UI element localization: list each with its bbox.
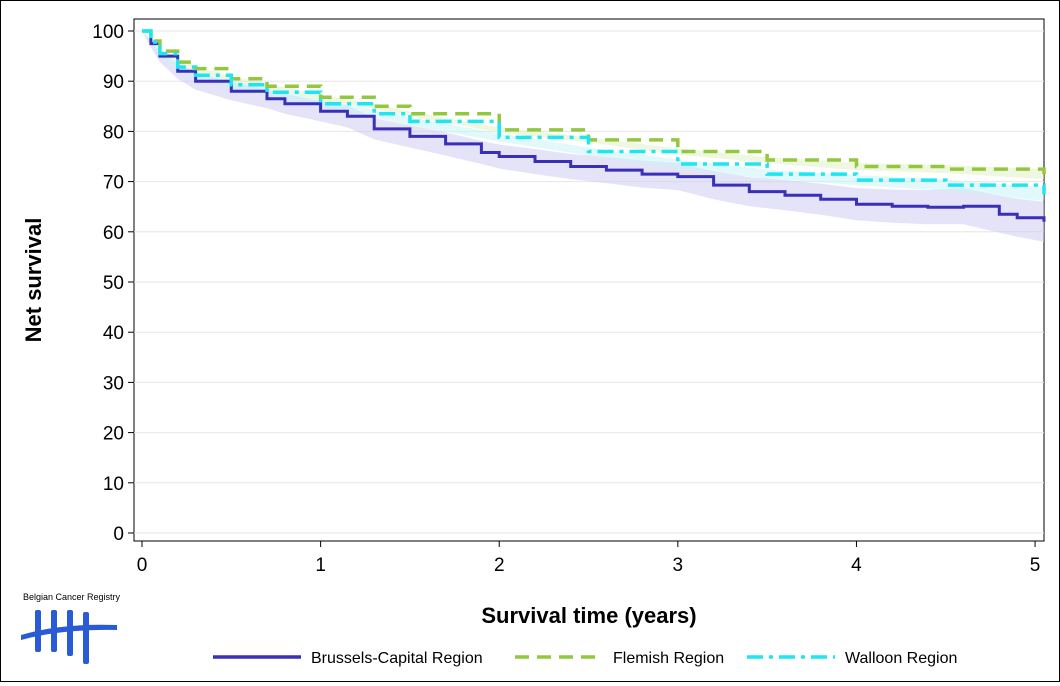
y-tick-label: 90	[103, 72, 124, 93]
x-tick-label: 2	[494, 555, 505, 576]
y-tick-label: 30	[103, 373, 124, 394]
y-tick-label: 70	[103, 173, 124, 194]
x-tick-label: 5	[1030, 555, 1041, 576]
logo-text: Belgian Cancer Registry	[23, 592, 121, 602]
legend-label: Flemish Region	[613, 650, 724, 667]
x-tick-label: 3	[673, 555, 684, 576]
legend: Brussels-Capital Region Flemish Region Wal…	[213, 650, 957, 667]
y-axis: 0 10 20 30 40 50 60 70 80 90 100	[92, 22, 134, 545]
logo: Belgian Cancer Registry	[21, 592, 121, 664]
y-tick-label: 80	[103, 122, 124, 143]
y-axis-title: Net survival	[21, 218, 46, 343]
series-line-0	[142, 29, 1046, 222]
logo-mark-icon	[21, 610, 117, 664]
y-tick-label: 60	[103, 223, 124, 244]
x-axis: 0 1 2 3 4 5	[137, 541, 1041, 576]
x-tick-label: 4	[851, 555, 862, 576]
x-tick-label: 1	[315, 555, 326, 576]
confidence-band-0	[142, 31, 1044, 242]
x-axis-title: Survival time (years)	[481, 603, 696, 628]
y-tick-label: 40	[103, 323, 124, 344]
y-tick-label: 20	[103, 424, 124, 445]
y-tick-label: 10	[103, 474, 124, 495]
legend-label: Walloon Region	[845, 650, 957, 667]
y-tick-label: 50	[103, 273, 124, 294]
legend-label: Brussels-Capital Region	[311, 650, 483, 667]
x-tick-label: 0	[137, 555, 148, 576]
y-tick-label: 100	[92, 22, 124, 43]
y-tick-label: 0	[113, 524, 124, 545]
gridlines	[134, 30, 1044, 534]
series-lines	[142, 29, 1046, 222]
